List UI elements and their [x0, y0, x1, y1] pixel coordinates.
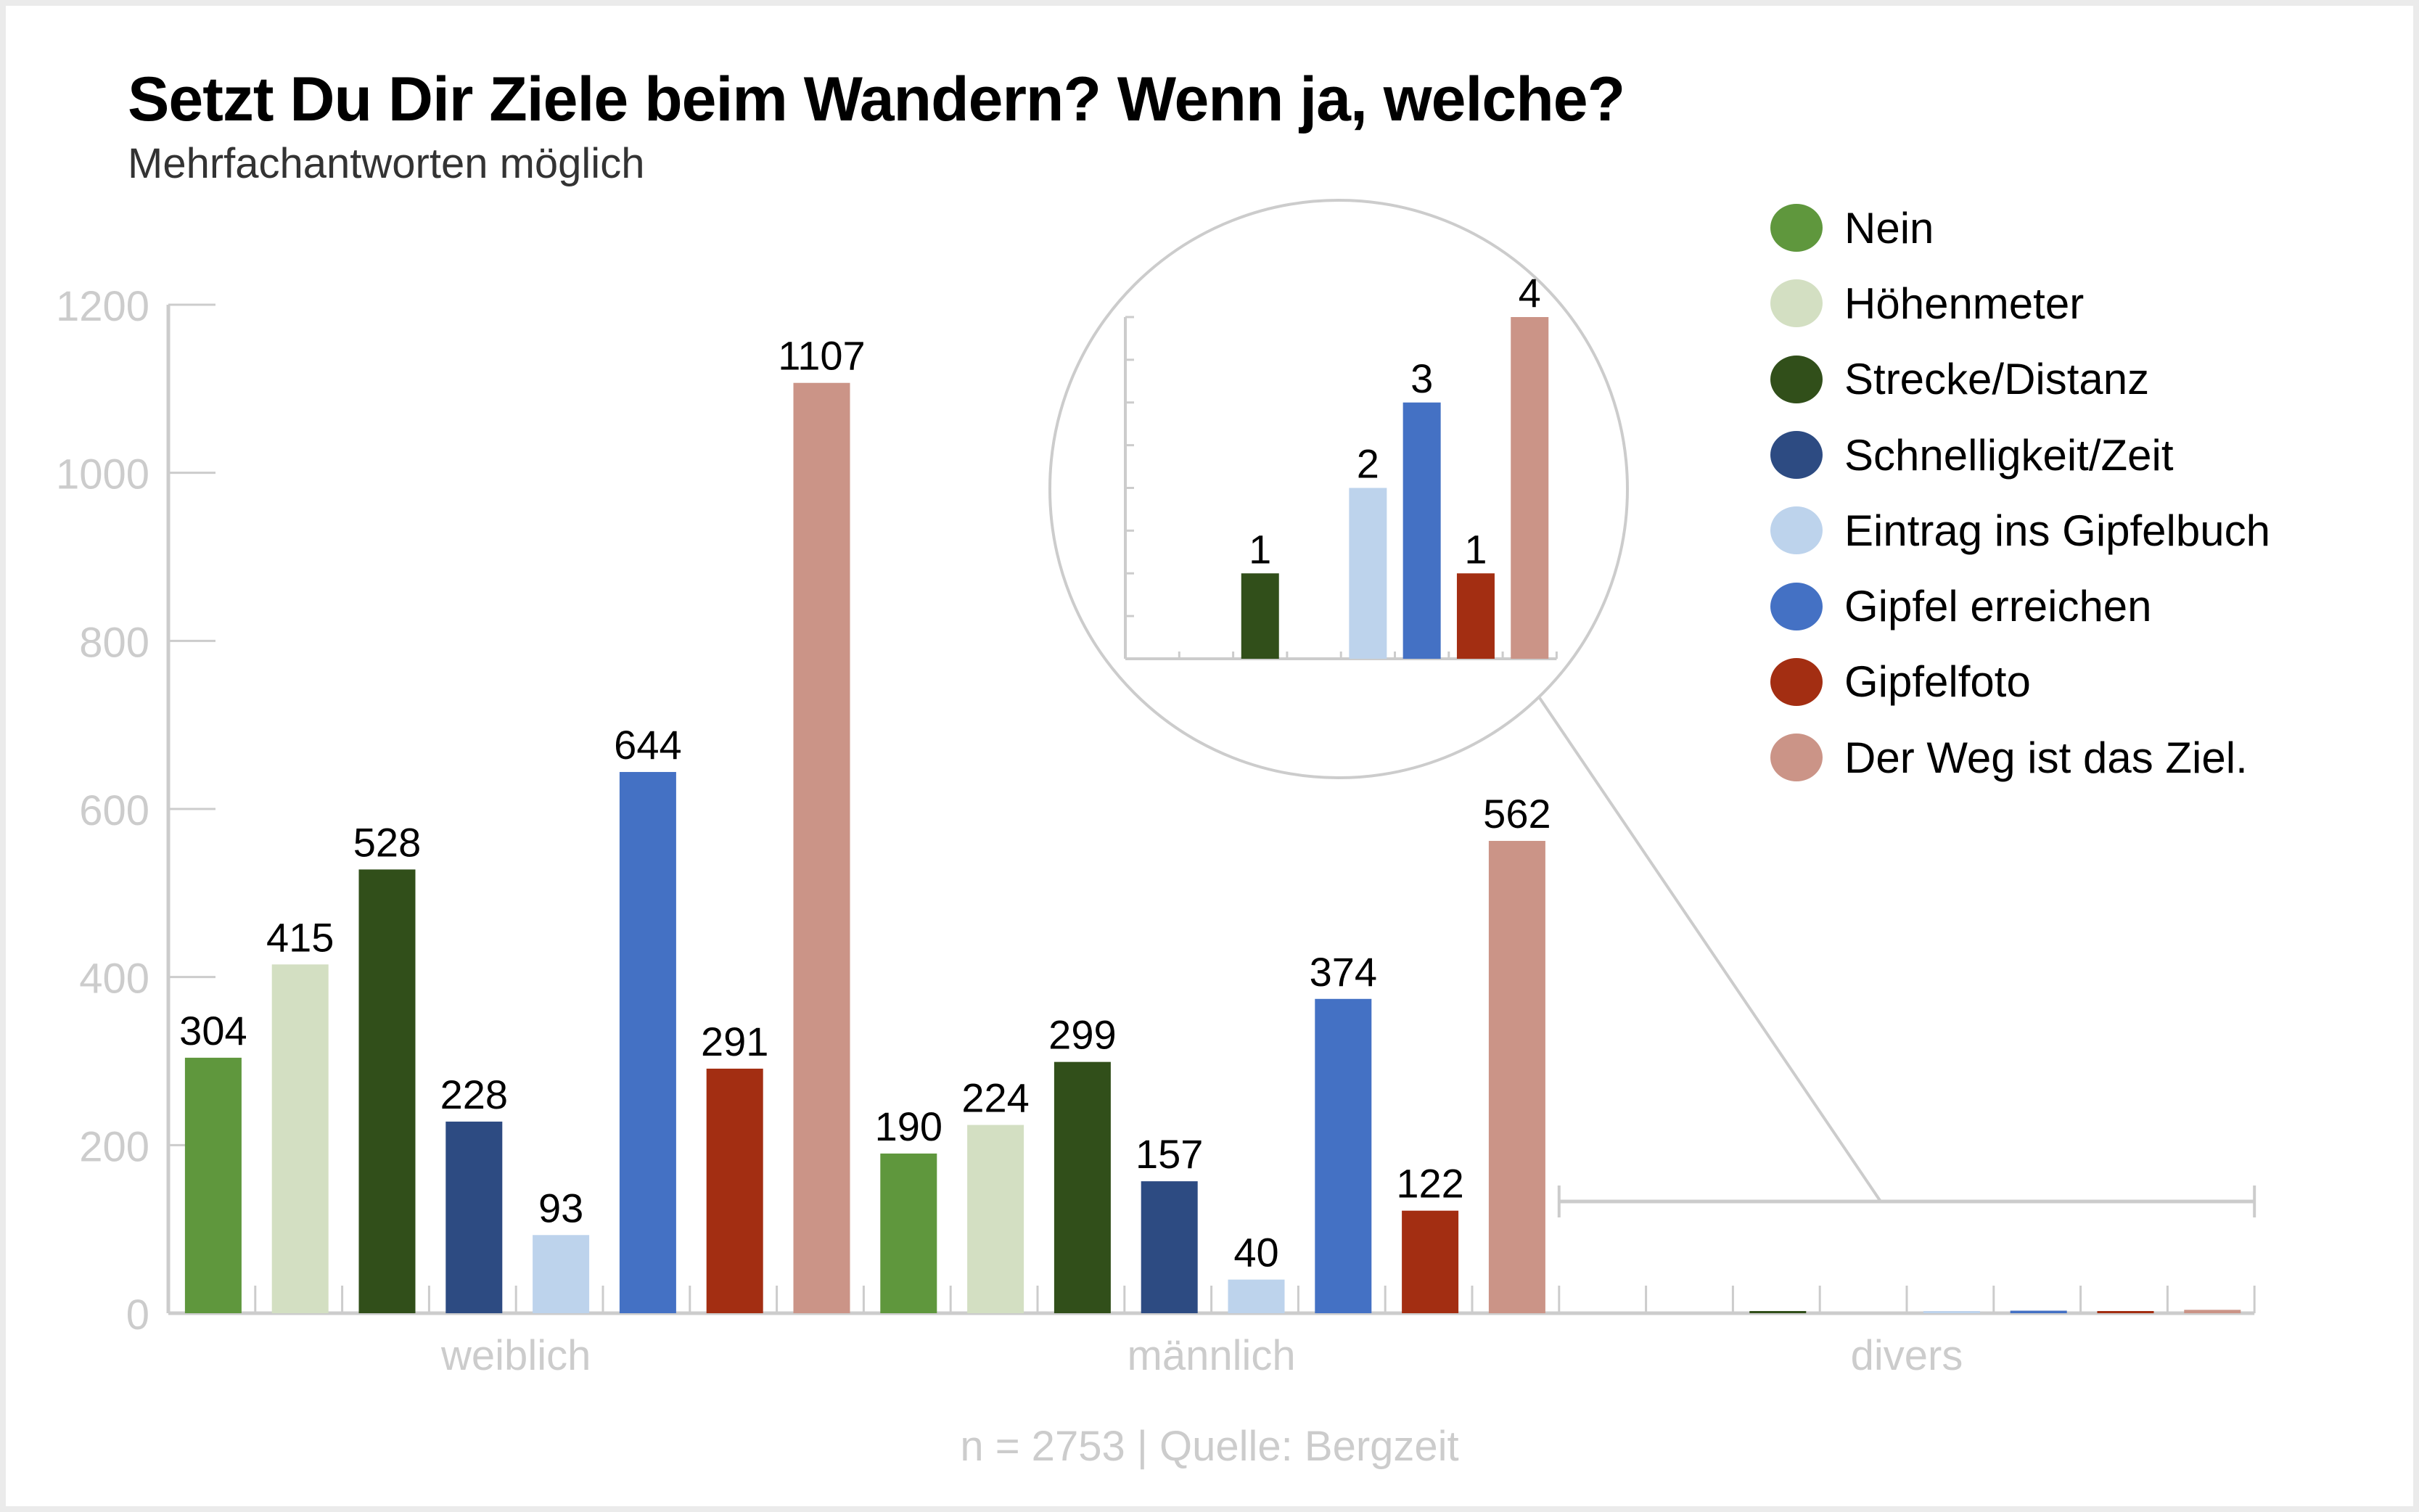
legend-item: Höhenmeter [1770, 266, 2270, 341]
bar-divers-5 [2010, 1310, 2067, 1313]
bar-männlich-5 [1315, 998, 1372, 1313]
legend-swatch-icon [1770, 431, 1823, 480]
legend-swatch-icon [1770, 657, 1823, 706]
inset-bar-7 [1511, 317, 1549, 659]
y-tick-label: 400 [79, 956, 149, 1003]
data-label: 562 [1483, 791, 1551, 837]
bar-männlich-3 [1141, 1181, 1198, 1313]
x-category-label: divers [1851, 1332, 1963, 1379]
data-label: 304 [179, 1008, 247, 1053]
x-category-label: männlich [1128, 1332, 1296, 1379]
footnote: n = 2753 | Quelle: Bergzeit [960, 1423, 1459, 1470]
data-label: 40 [1233, 1230, 1278, 1275]
chart-subtitle: Mehrfachantworten möglich [128, 140, 645, 187]
bar-männlich-2 [1054, 1061, 1111, 1313]
bar-divers-2 [1749, 1311, 1807, 1313]
data-label: 291 [701, 1019, 768, 1064]
x-category-label: weiblich [440, 1332, 591, 1379]
legend-label: Gipfel erreichen [1844, 582, 2152, 631]
data-label: 224 [961, 1075, 1029, 1121]
data-label: 415 [266, 914, 334, 960]
bar-männlich-0 [880, 1153, 937, 1313]
legend-label: Strecke/Distanz [1844, 355, 2150, 404]
data-label: 528 [353, 819, 421, 865]
bar-männlich-7 [1488, 841, 1545, 1313]
zoom-connector-line [1538, 697, 1882, 1203]
legend-item: Gipfelfoto [1770, 644, 2270, 720]
data-label: 644 [614, 722, 681, 768]
bar-männlich-4 [1228, 1279, 1285, 1313]
y-tick-label: 800 [79, 619, 149, 666]
inset-data-label: 1 [1249, 526, 1271, 572]
data-label: 157 [1135, 1131, 1203, 1177]
legend-label: Gipfelfoto [1844, 657, 2031, 707]
bar-divers-7 [2184, 1310, 2241, 1313]
legend: Nein Höhenmeter Strecke/Distanz Schnelligke… [1770, 190, 2270, 795]
data-label: 1107 [778, 333, 865, 379]
legend-label: Höhenmeter [1844, 279, 2085, 328]
legend-swatch-icon [1770, 582, 1823, 630]
y-tick-label: 1200 [56, 283, 149, 330]
legend-label: Eintrag ins Gipfelbuch [1844, 506, 2270, 555]
bar-weiblich-0 [184, 1057, 242, 1313]
inset-bar-2 [1241, 573, 1279, 659]
bar-weiblich-7 [793, 382, 850, 1313]
bar-weiblich-4 [533, 1235, 590, 1313]
legend-item: Eintrag ins Gipfelbuch [1770, 493, 2270, 568]
bar-männlich-1 [967, 1125, 1024, 1313]
legend-item: Strecke/Distanz [1770, 342, 2270, 417]
legend-swatch-icon [1770, 506, 1823, 555]
legend-swatch-icon [1770, 734, 1823, 782]
data-label: 190 [875, 1104, 942, 1149]
legend-label: Nein [1844, 203, 1934, 252]
inset-data-label: 2 [1357, 441, 1379, 487]
bar-weiblich-6 [706, 1068, 763, 1313]
inset-bar-4 [1349, 488, 1387, 659]
legend-swatch-icon [1770, 355, 1823, 403]
inset-data-label: 1 [1464, 526, 1487, 572]
legend-label: Schnelligkeit/Zeit [1844, 430, 2174, 480]
inset-data-label: 3 [1410, 356, 1433, 401]
inset-data-label: 4 [1519, 270, 1541, 316]
chart-title: Setzt Du Dir Ziele beim Wandern? Wenn ja… [128, 65, 1625, 134]
bar-weiblich-5 [619, 772, 676, 1313]
legend-item: Der Weg ist das Ziel. [1770, 720, 2270, 795]
legend-swatch-icon [1770, 279, 1823, 328]
data-label: 122 [1396, 1161, 1463, 1207]
bar-divers-6 [2097, 1311, 2154, 1313]
data-label: 374 [1310, 949, 1377, 995]
bar-divers-4 [1923, 1311, 1980, 1313]
bar-männlich-6 [1402, 1210, 1459, 1313]
y-tick-label: 0 [126, 1291, 149, 1339]
data-label: 93 [538, 1185, 583, 1230]
legend-item: Schnelligkeit/Zeit [1770, 417, 2270, 493]
bar-weiblich-3 [445, 1121, 503, 1313]
inset-bar-6 [1456, 573, 1495, 659]
data-label: 228 [440, 1072, 508, 1117]
bar-weiblich-1 [271, 964, 329, 1313]
y-tick-label: 600 [79, 787, 149, 834]
legend-swatch-icon [1770, 204, 1823, 252]
y-tick-label: 1000 [56, 451, 149, 498]
data-label: 299 [1048, 1012, 1116, 1058]
inset-bar-5 [1402, 402, 1441, 659]
legend-item: Nein [1770, 190, 2270, 266]
legend-label: Der Weg ist das Ziel. [1844, 733, 2248, 782]
legend-item: Gipfel erreichen [1770, 568, 2270, 644]
bar-weiblich-2 [358, 869, 416, 1313]
y-tick-label: 200 [79, 1123, 149, 1170]
